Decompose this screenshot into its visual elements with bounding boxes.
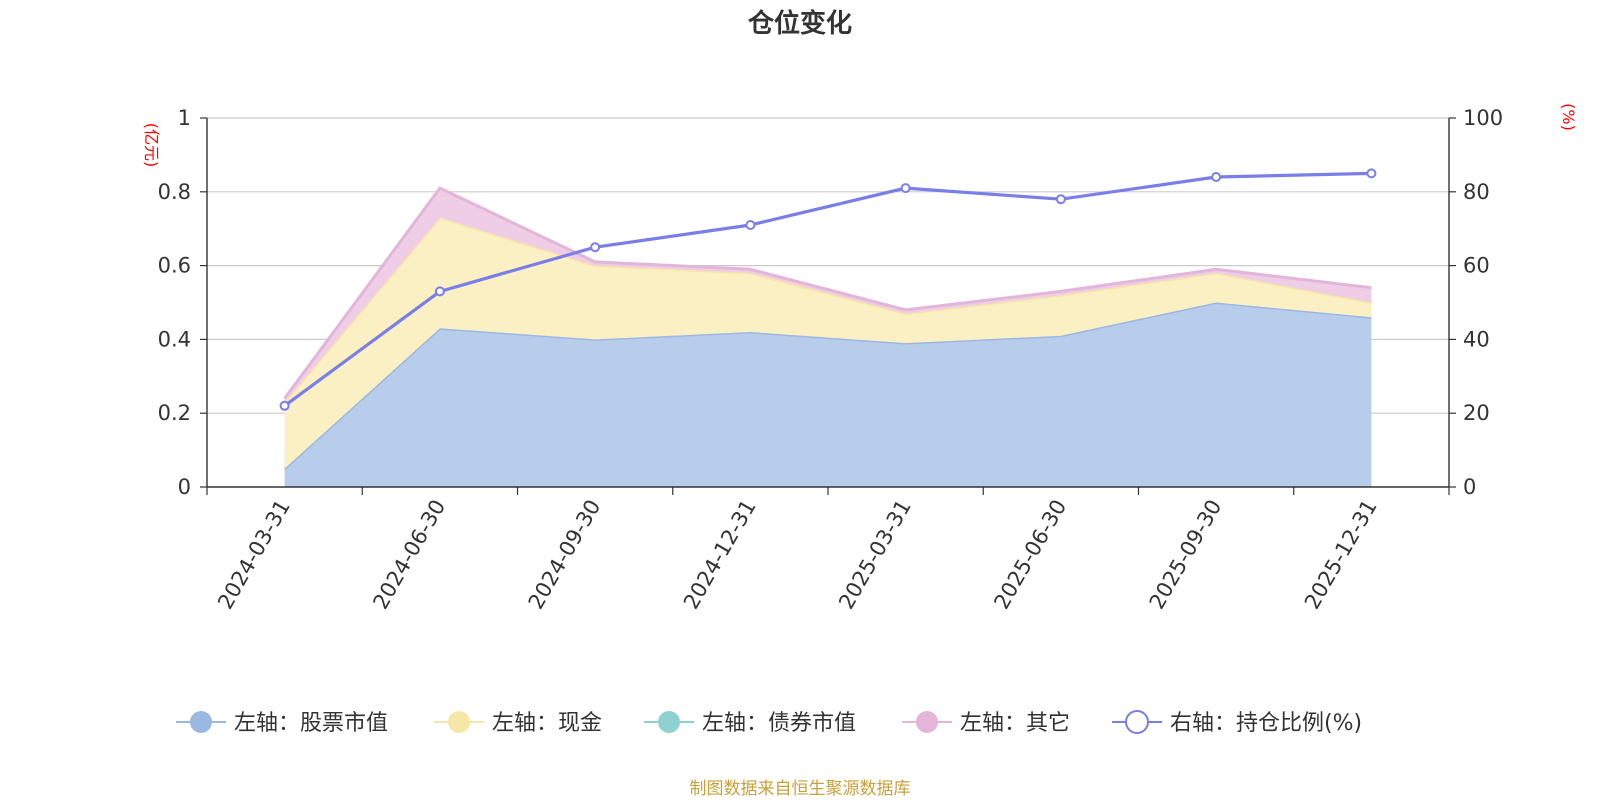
legend-label: 左轴：其它 bbox=[960, 711, 1070, 736]
right-axis-tick-label: 80 bbox=[1463, 180, 1490, 204]
left-axis-tick-label: 0.6 bbox=[158, 254, 191, 278]
area-左轴：现金 bbox=[284, 217, 1372, 469]
x-axis-tick-label: 2024-09-30 bbox=[524, 496, 606, 614]
x-axis-tick-label: 2024-06-30 bbox=[368, 496, 450, 614]
legend-label: 右轴：持仓比例(%) bbox=[1170, 711, 1362, 736]
ratio-point bbox=[279, 400, 290, 411]
right-axis-tick-label: 60 bbox=[1463, 254, 1490, 278]
x-axis-tick-label: 2025-12-31 bbox=[1300, 496, 1382, 614]
legend-label: 左轴：债券市值 bbox=[702, 711, 856, 736]
ratio-point bbox=[434, 286, 445, 297]
left-axis-tick-label: 0.8 bbox=[158, 180, 191, 204]
x-axis-tick-label: 2024-03-31 bbox=[213, 496, 295, 614]
ratio-point bbox=[590, 242, 601, 253]
x-axis-tick-label: 2025-06-30 bbox=[989, 496, 1071, 614]
ratio-point bbox=[745, 220, 756, 230]
legend-item: 右轴：持仓比例(%) bbox=[1112, 710, 1362, 736]
right-axis-unit: (%) bbox=[1559, 103, 1578, 131]
left-axis-tick-label: 0.4 bbox=[158, 327, 191, 351]
left-axis-tick-label: 1 bbox=[178, 106, 191, 130]
right-axis-tick-label: 0 bbox=[1463, 475, 1476, 499]
left-axis-unit: (亿元) bbox=[142, 123, 161, 168]
right-axis-tick-label: 20 bbox=[1463, 401, 1490, 425]
stacked-areas bbox=[283, 186, 1372, 487]
legend-swatch-dot bbox=[190, 711, 212, 733]
right-axis-tick-label: 40 bbox=[1463, 327, 1490, 351]
area-edge-左轴：其它 bbox=[283, 186, 1372, 400]
chart-title: 仓位变化 bbox=[747, 8, 852, 39]
legend-item: 左轴：股票市值 bbox=[176, 711, 388, 736]
ratio-point bbox=[1055, 194, 1066, 205]
legend-item: 左轴：债券市值 bbox=[644, 711, 856, 736]
ratio-point bbox=[900, 183, 911, 194]
ratio-line-layer bbox=[279, 168, 1377, 411]
ratio-point bbox=[1366, 168, 1377, 179]
left-axis-tick-label: 0 bbox=[178, 475, 191, 499]
left-axis-tick-label: 0.2 bbox=[158, 401, 191, 425]
x-axis-tick-label: 2025-09-30 bbox=[1145, 496, 1227, 614]
ratio-line bbox=[283, 171, 1372, 408]
data-source-note: 制图数据来自恒生聚源数据库 bbox=[690, 779, 911, 799]
area-左轴：股票市值 bbox=[284, 302, 1372, 487]
legend-swatch-dot bbox=[916, 711, 938, 733]
legend-item: 左轴：现金 bbox=[434, 711, 602, 736]
legend: 左轴：股票市值 左轴：现金 左轴：债券市值 左轴：其它 右轴：持仓比例(%) bbox=[176, 710, 1362, 736]
legend-swatch-dot bbox=[658, 711, 680, 733]
x-axis-tick-label: 2024-12-31 bbox=[679, 496, 761, 614]
right-axis-tick-label: 100 bbox=[1463, 106, 1503, 130]
legend-label: 左轴：现金 bbox=[492, 711, 602, 736]
legend-swatch-dot bbox=[448, 711, 470, 733]
ratio-point bbox=[1211, 172, 1222, 182]
legend-swatch-ring bbox=[1125, 710, 1149, 734]
legend-item: 左轴：其它 bbox=[902, 711, 1070, 736]
x-axis-tick-label: 2025-03-31 bbox=[834, 496, 916, 614]
legend-label: 左轴：股票市值 bbox=[234, 711, 388, 736]
